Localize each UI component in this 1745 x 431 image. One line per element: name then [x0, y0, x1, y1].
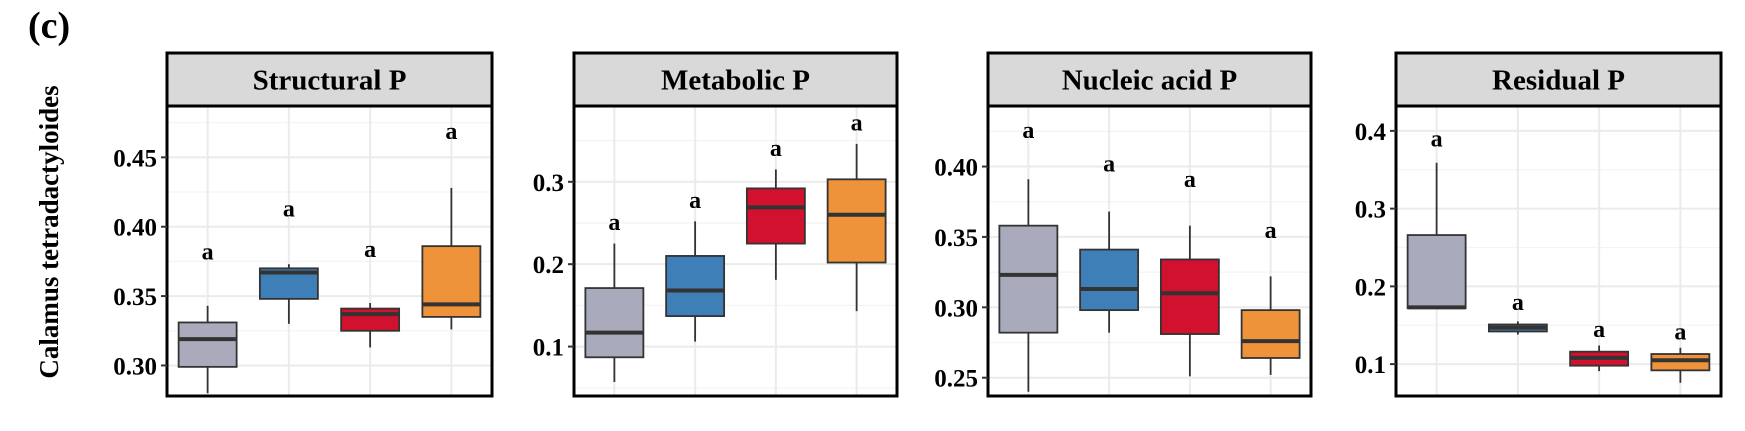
box — [177, 321, 238, 368]
box-group-4: a — [1240, 218, 1301, 375]
box-group-1: a — [584, 210, 645, 382]
facet-title: Nucleic acid P — [1062, 65, 1238, 97]
box-group-3: a — [340, 237, 401, 348]
box — [1079, 248, 1140, 312]
box — [340, 307, 401, 332]
significance-letter: a — [689, 188, 701, 214]
significance-letter: a — [445, 119, 457, 145]
panel-border — [165, 104, 494, 398]
y-tick-label: 0.35 — [113, 284, 157, 311]
significance-letter: a — [1103, 152, 1115, 178]
panel-nucleic-acid-p: a a a a Nucleic acid P 0.25 0.30 0.35 0.40 — [934, 51, 1313, 398]
significance-letter: a — [851, 110, 863, 136]
box-group-3: a — [1569, 317, 1630, 372]
facet-strip — [572, 51, 899, 108]
facet-panels: a a a a Structural P 0.30 0.35 0.40 0.45 a a a a Meta… — [113, 51, 1723, 398]
y-tick-label: 0.2 — [1355, 274, 1386, 301]
box — [1240, 309, 1301, 359]
y-tick-label: 0.40 — [113, 215, 157, 242]
panel-border — [986, 104, 1313, 398]
significance-letter: a — [202, 240, 214, 266]
box-group-3: a — [1159, 167, 1220, 377]
box — [745, 187, 806, 245]
box-group-2: a — [665, 188, 726, 342]
significance-letter: a — [770, 136, 782, 162]
significance-letter: a — [1593, 317, 1605, 343]
box-group-3: a — [745, 136, 806, 280]
panel-residual-p: a a a a Residual P 0.1 0.2 0.3 0.4 — [1355, 51, 1723, 398]
box-group-1: a — [177, 240, 238, 394]
facet-strip — [165, 51, 494, 108]
significance-letter: a — [1184, 167, 1196, 193]
facet-title: Metabolic P — [661, 65, 810, 97]
facet-title: Structural P — [253, 65, 407, 97]
y-tick-label: 0.30 — [113, 353, 157, 380]
box-group-2: a — [258, 197, 319, 324]
significance-letter: a — [364, 237, 376, 263]
significance-letter: a — [1265, 218, 1277, 244]
panel-structural-p: a a a a Structural P 0.30 0.35 0.40 0.45 — [113, 51, 494, 398]
box — [1159, 258, 1220, 335]
facet-strip — [1394, 51, 1723, 108]
box — [584, 287, 645, 359]
y-tick-label: 0.3 — [533, 170, 564, 197]
significance-letter: a — [283, 197, 295, 223]
y-tick-label: 0.3 — [1355, 197, 1386, 224]
facet-title: Residual P — [1492, 65, 1625, 97]
significance-letter: a — [1431, 127, 1443, 153]
box-group-1: a — [998, 118, 1059, 392]
y-tick-label: 0.2 — [533, 252, 564, 279]
y-tick-label: 0.4 — [1355, 119, 1387, 146]
y-tick-label: 0.35 — [934, 225, 978, 252]
box-group-4: a — [421, 119, 482, 330]
y-tick-label: 0.1 — [533, 335, 564, 362]
significance-letter: a — [1674, 319, 1686, 345]
significance-letter: a — [608, 210, 620, 236]
y-tick-label: 0.25 — [934, 366, 978, 393]
box-group-2: a — [1487, 290, 1548, 335]
box-group-2: a — [1079, 152, 1140, 333]
panel-border — [572, 104, 899, 398]
box-group-4: a — [826, 110, 887, 312]
y-axis-label: Calamus tetradactyloides — [34, 85, 64, 378]
y-tick-label: 0.1 — [1355, 352, 1386, 379]
box — [826, 178, 887, 264]
box — [1406, 234, 1467, 310]
y-tick-label: 0.40 — [934, 155, 978, 182]
panel-border — [1394, 104, 1723, 398]
panel-label: (c) — [28, 5, 70, 47]
significance-letter: a — [1512, 290, 1524, 316]
significance-letter: a — [1022, 118, 1034, 144]
box-group-1: a — [1406, 127, 1467, 310]
box-group-4: a — [1650, 319, 1711, 383]
y-tick-label: 0.30 — [934, 295, 978, 322]
box — [998, 224, 1059, 334]
box — [665, 255, 726, 317]
panel-metabolic-p: a a a a Metabolic P 0.1 0.2 0.3 — [533, 51, 899, 398]
y-tick-label: 0.45 — [113, 145, 157, 172]
